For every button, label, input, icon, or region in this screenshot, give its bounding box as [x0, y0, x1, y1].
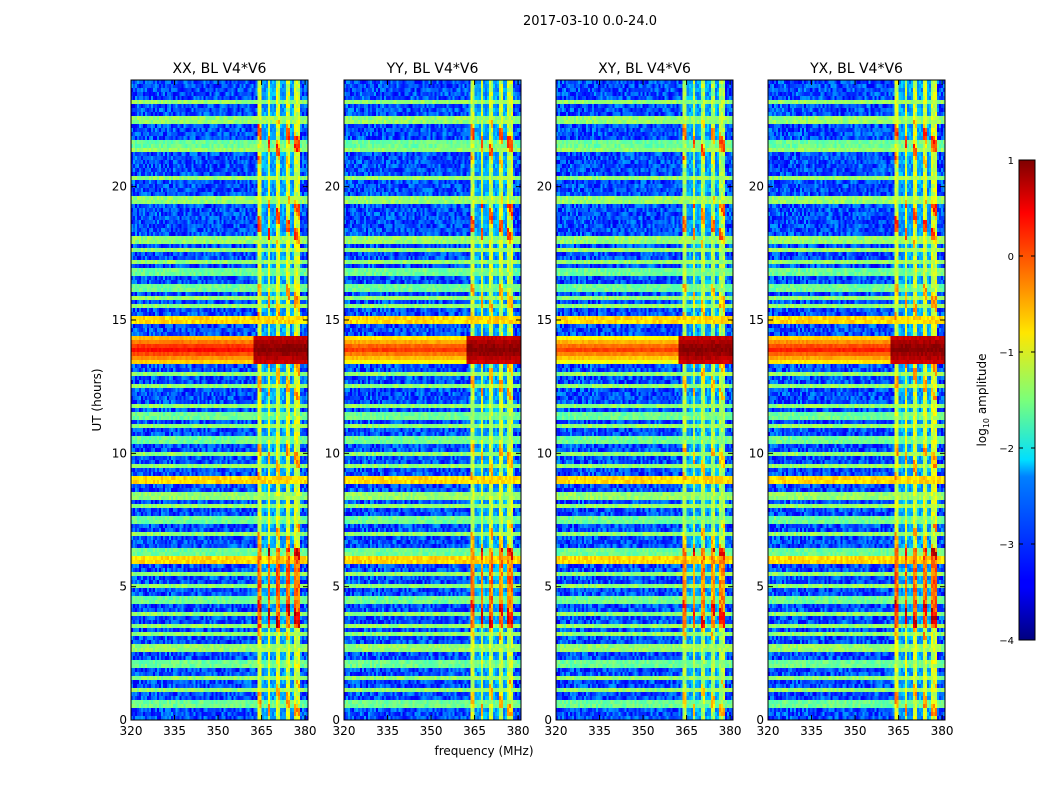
x-tick-label: 380 — [294, 724, 317, 738]
y-tick-label: 0 — [332, 713, 340, 727]
heatmap-image-1 — [344, 80, 521, 720]
y-tick-label: 10 — [749, 446, 764, 460]
x-tick-label: 335 — [800, 724, 823, 738]
panel-3: YX, BL V4*V6 320 335 350 365 380 0 5 10 15 20 — [749, 61, 954, 738]
y-tick-label: 15 — [537, 313, 552, 327]
x-tick-label: 350 — [844, 724, 867, 738]
panel-title: YX, BL V4*V6 — [809, 61, 903, 77]
heatmap-image-2 — [556, 80, 733, 720]
y-tick-label: 20 — [112, 180, 127, 194]
y-tick-label: 20 — [325, 180, 340, 194]
y-tick-label: 20 — [749, 180, 764, 194]
y-tick-label: 5 — [119, 580, 127, 594]
colorbar-tick-label: −2 — [999, 444, 1014, 455]
x-tick-label: 320 — [757, 724, 780, 738]
colorbar-tick-label: 0 — [1008, 252, 1014, 263]
x-tick-label: 350 — [420, 724, 443, 738]
y-tick-label: 0 — [756, 713, 764, 727]
panel-0: XX, BL V4*V6 320 335 350 365 380 0 5 10 15 20 — [112, 61, 317, 738]
x-tick-label: 350 — [207, 724, 230, 738]
colorbar: 1 0 −1 −2 −3 −4 log10 amplitude — [975, 156, 1036, 647]
x-tick-label: 365 — [250, 724, 273, 738]
y-tick-label: 5 — [756, 580, 764, 594]
colorbar-bar — [1018, 159, 1036, 641]
colorbar-tick-label: −3 — [999, 540, 1014, 551]
x-tick-label: 350 — [632, 724, 655, 738]
x-tick-label: 365 — [887, 724, 910, 738]
x-axis-label: frequency (MHz) — [434, 744, 533, 758]
y-tick-label: 15 — [325, 313, 340, 327]
panel-2: XY, BL V4*V6 320 335 350 365 380 0 5 10 15 20 — [537, 61, 742, 738]
x-tick-label: 320 — [545, 724, 568, 738]
panel-title: YY, BL V4*V6 — [386, 61, 479, 77]
y-tick-label: 15 — [112, 313, 127, 327]
x-tick-label: 335 — [163, 724, 186, 738]
axes-frame — [767, 79, 946, 721]
y-tick-label: 10 — [537, 446, 552, 460]
x-tick-label: 335 — [588, 724, 611, 738]
x-tick-label: 380 — [507, 724, 530, 738]
heatmap-image-3 — [768, 80, 945, 720]
x-tick-label: 365 — [463, 724, 486, 738]
x-tick-label: 320 — [120, 724, 143, 738]
heatmap-image-0 — [131, 80, 308, 720]
y-tick-label: 0 — [119, 713, 127, 727]
panel-title: XX, BL V4*V6 — [173, 61, 267, 77]
x-tick-label: 380 — [931, 724, 954, 738]
y-axis-label: UT (hours) — [90, 368, 104, 431]
y-tick-label: 0 — [544, 713, 552, 727]
colorbar-tick-label: −4 — [999, 636, 1014, 647]
y-tick-label: 15 — [749, 313, 764, 327]
axes-frame — [343, 79, 522, 721]
colorbar-tick-label: −1 — [999, 348, 1014, 359]
x-tick-label: 365 — [675, 724, 698, 738]
axes-frame — [130, 79, 309, 721]
x-tick-label: 320 — [333, 724, 356, 738]
axes-frame — [555, 79, 734, 721]
panel-title: XY, BL V4*V6 — [598, 61, 691, 77]
panel-1: YY, BL V4*V6 320 335 350 365 380 0 5 10 15 20 — [325, 61, 530, 738]
x-tick-label: 380 — [719, 724, 742, 738]
y-tick-label: 10 — [325, 446, 340, 460]
y-tick-label: 5 — [544, 580, 552, 594]
x-tick-label: 335 — [376, 724, 399, 738]
colorbar-label: log10 amplitude — [975, 354, 991, 447]
y-tick-label: 5 — [332, 580, 340, 594]
y-tick-label: 10 — [112, 446, 127, 460]
colorbar-tick-label: 1 — [1008, 156, 1014, 167]
figure-suptitle: 2017-03-10 0.0-24.0 — [523, 14, 657, 29]
y-tick-label: 20 — [537, 180, 552, 194]
